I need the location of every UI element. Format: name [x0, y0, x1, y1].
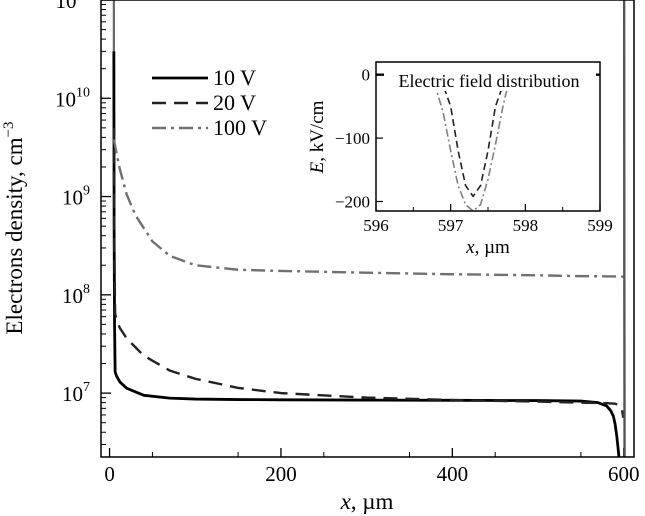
inset-y-axis-label-unit: , kV/cm [307, 100, 328, 161]
inset-plot: 596 597 598 599 0 −100 −200 Electric field dis… [307, 61, 613, 258]
y-axis-label-unit-exponent: −3 [1, 121, 17, 137]
x-axis-label-unit: , µm [351, 489, 394, 514]
x-tick-label-3: 600 [608, 462, 640, 486]
y-tick-label-3: 1010 [55, 85, 90, 111]
x-tick-label-2: 400 [437, 462, 469, 486]
y-tick-label-0: 107 [62, 380, 90, 406]
inset-ticks: 596 597 598 599 0 −100 −200 [335, 66, 613, 235]
inset-frame [375, 61, 601, 212]
legend-label-2: 100 V [213, 115, 267, 140]
inset-x-axis-label-variable: x [465, 237, 475, 258]
inset-y-tick-label-0: 0 [362, 66, 371, 85]
inset-series-line-100v [376, 73, 600, 211]
legend-label-1: 20 V [213, 90, 256, 115]
x-tick-label-0: 0 [104, 462, 115, 486]
inset-y-axis-label: E, kV/cm [307, 100, 328, 174]
inset-series-line-20v [376, 73, 600, 198]
x-axis-label-variable: x [340, 489, 352, 514]
main-plot-frame [100, 0, 635, 458]
inset-x-tick-label-1: 597 [438, 216, 464, 235]
inset-x-axis-label-unit: , µm [475, 237, 510, 258]
inset-y-tick-label-2: −200 [335, 192, 370, 211]
legend-label-0: 10 V [213, 65, 256, 90]
inset-x-tick-label-0: 596 [363, 216, 389, 235]
inset-x-axis-label: x, µm [465, 237, 510, 258]
y-tick-label-4: 1011 [56, 0, 90, 13]
inset-title: Electric field distribution [399, 71, 580, 91]
inset-y-axis-label-variable: E [307, 161, 328, 174]
x-tick-label-1: 200 [265, 462, 297, 486]
main-series [112, 0, 626, 457]
main-ticks: 0 200 400 600 107 108 109 1010 1011 [55, 0, 639, 486]
inset-title-background [384, 69, 596, 91]
inset-x-tick-label-2: 598 [513, 216, 539, 235]
series-line-20v [112, 127, 625, 419]
series-line-10v [112, 51, 621, 457]
inset-y-tick-label-1: −100 [335, 129, 370, 148]
x-axis-label: x, µm [340, 489, 394, 514]
inset-x-tick-label-3: 599 [587, 216, 613, 235]
y-axis-label: Electrons density, cm−3 [1, 121, 27, 334]
y-axis-label-text: Electrons density, cm [2, 137, 27, 334]
y-tick-label-2: 109 [62, 184, 90, 210]
main-plot: 0 200 400 600 107 108 109 1010 1011 [55, 0, 639, 486]
series-line-100v [112, 139, 624, 278]
y-tick-label-1: 108 [62, 282, 90, 308]
